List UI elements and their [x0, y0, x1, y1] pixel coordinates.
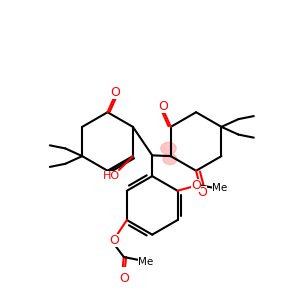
- Text: O: O: [119, 272, 129, 285]
- Text: O: O: [197, 186, 207, 199]
- Text: O: O: [191, 179, 201, 192]
- Text: Me: Me: [138, 256, 153, 267]
- Ellipse shape: [161, 142, 176, 154]
- Text: Me: Me: [212, 184, 227, 194]
- Text: HO: HO: [103, 171, 120, 181]
- Ellipse shape: [163, 154, 177, 165]
- Text: O: O: [110, 86, 120, 99]
- Text: O: O: [110, 233, 119, 247]
- Text: O: O: [158, 100, 168, 113]
